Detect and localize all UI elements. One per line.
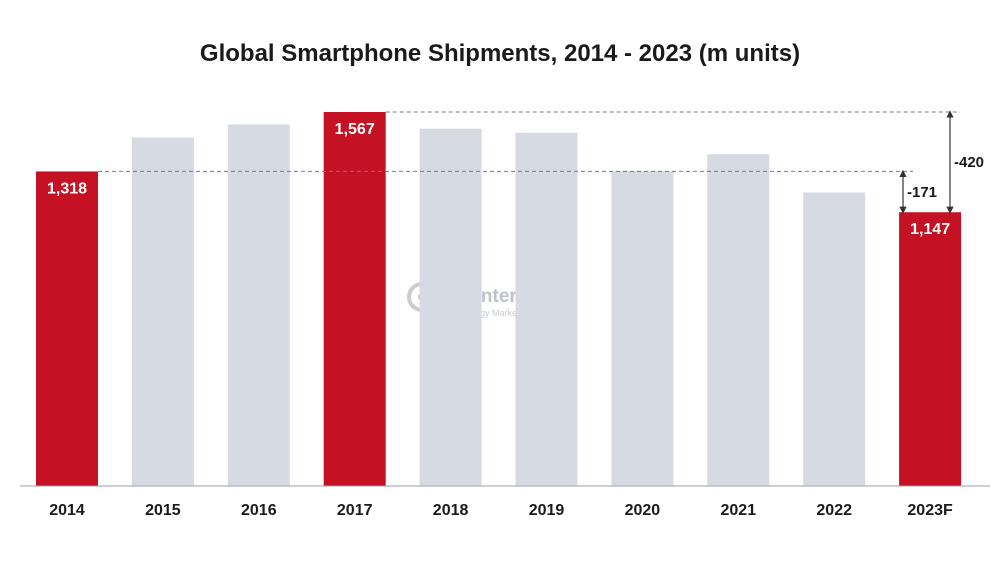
x-tick-labels: 2014 2015 2016 2017 2018 2019 2020 2021 2022 2023…	[49, 502, 953, 519]
x-tick-2017: 2017	[337, 502, 373, 519]
bar-2018	[419, 128, 482, 486]
x-tick-2023F: 2023F	[907, 502, 953, 519]
data-label-2017: 1,567	[335, 121, 375, 138]
bar-2021	[707, 154, 770, 486]
bar-2014	[36, 171, 98, 486]
data-label-2023F: 1,147	[910, 221, 950, 238]
chart-title: Global Smartphone Shipments, 2014 - 2023…	[199, 40, 801, 67]
bars-layer	[36, 112, 962, 487]
bar-2017	[323, 112, 386, 486]
bar-2023F	[899, 212, 962, 487]
x-tick-2016: 2016	[241, 502, 277, 519]
watermark-tagline: Technology Market Research	[444, 308, 561, 318]
x-tick-2022: 2022	[816, 502, 852, 519]
x-tick-2018: 2018	[433, 502, 469, 519]
data-labels: 1,318 1,567 1,147	[47, 121, 950, 238]
annotations-layer: -171 -420	[98, 110, 984, 214]
bar-2020	[611, 170, 674, 486]
x-tick-2014: 2014	[49, 502, 85, 519]
bar-2022	[803, 192, 866, 486]
data-label-2014: 1,318	[47, 180, 87, 197]
x-tick-2015: 2015	[145, 502, 181, 519]
bar-2019	[515, 132, 578, 486]
difference-label-2014: -171	[907, 184, 937, 201]
difference-label-2017: -420	[954, 154, 984, 171]
x-tick-2021: 2021	[721, 502, 757, 519]
x-tick-2019: 2019	[529, 502, 565, 519]
x-tick-2020: 2020	[625, 502, 661, 519]
bar-2015	[131, 137, 194, 486]
bar-2016	[227, 124, 290, 486]
